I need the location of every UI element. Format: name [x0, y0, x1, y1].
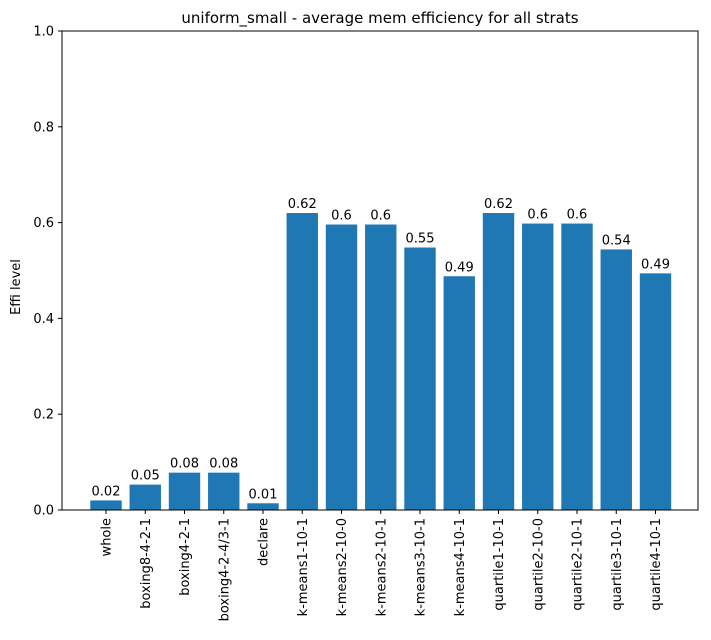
bar-8 — [404, 247, 436, 510]
bar-7 — [365, 224, 397, 510]
data-label-4: 0.01 — [249, 487, 278, 502]
x-tick-label-4: declare — [257, 518, 272, 566]
data-label-10: 0.62 — [484, 197, 513, 212]
x-tick-label-10: quartile1-10-1 — [492, 518, 507, 611]
x-tick-label-6: k-means2-10-0 — [335, 518, 350, 616]
x-tick-label-13: quartile3-10-1 — [610, 518, 625, 611]
bar-4 — [247, 503, 279, 510]
bar-13 — [600, 249, 632, 511]
data-label-7: 0.6 — [370, 209, 391, 224]
bar-12 — [561, 223, 593, 510]
data-label-8: 0.55 — [406, 232, 435, 247]
data-label-9: 0.49 — [445, 260, 474, 275]
bars-layer — [90, 213, 672, 511]
x-tick-label-8: k-means3-10-1 — [414, 518, 429, 616]
data-label-11: 0.6 — [527, 208, 548, 223]
x-tick-label-0: whole — [100, 518, 115, 556]
y-tick-label-3: 0.6 — [33, 216, 54, 231]
bar-3 — [208, 472, 240, 510]
y-tick-label-2: 0.4 — [33, 312, 54, 327]
y-tick-label-0: 0.0 — [33, 504, 54, 519]
bar-2 — [168, 472, 201, 510]
chart-title: uniform_small - average mem efficiency f… — [181, 9, 578, 28]
data-label-13: 0.54 — [602, 233, 631, 248]
y-tick-label-4: 0.8 — [33, 120, 54, 135]
bar-0 — [90, 500, 122, 510]
x-tick-label-1: boxing8-4-2-1 — [139, 518, 154, 609]
x-tick-label-7: k-means2-10-1 — [374, 518, 389, 616]
x-tick-label-14: quartile4-10-1 — [649, 518, 664, 611]
x-tick-label-11: quartile2-10-0 — [531, 518, 546, 611]
data-labels-layer: 0.02 0.05 0.08 0.08 0.01 0.62 0.6 0.6 0.55 0.49 0.… — [92, 197, 670, 502]
data-label-2: 0.08 — [170, 457, 199, 472]
y-tick-label-5: 1.0 — [33, 25, 54, 40]
y-tick-label-1: 0.2 — [33, 408, 54, 423]
data-label-14: 0.49 — [641, 257, 670, 272]
y-axis-ticks: 0.0 0.2 0.4 0.6 0.8 1.0 — [33, 25, 62, 519]
data-label-6: 0.6 — [331, 209, 352, 224]
bar-1 — [129, 484, 161, 510]
data-label-5: 0.62 — [288, 197, 317, 212]
plot-frame — [61, 30, 699, 511]
x-tick-label-3: boxing4-2-4/3-1 — [217, 518, 232, 621]
x-tick-label-9: k-means4-10-1 — [453, 518, 468, 616]
bar-9 — [443, 276, 475, 510]
x-tick-label-5: k-means1-10-1 — [296, 518, 311, 616]
bar-11 — [522, 223, 554, 510]
data-label-12: 0.6 — [567, 208, 588, 223]
x-axis-ticks: whole boxing8-4-2-1 boxing4-2-1 boxing4-2-4… — [100, 510, 664, 621]
x-tick-label-2: boxing4-2-1 — [178, 518, 193, 596]
bar-10 — [482, 213, 515, 510]
bar-5 — [286, 213, 318, 510]
data-label-1: 0.05 — [131, 469, 160, 484]
y-axis-label: Effi level — [9, 259, 24, 315]
x-tick-label-12: quartile2-10-1 — [571, 518, 586, 611]
data-label-0: 0.02 — [92, 484, 121, 499]
bar-6 — [325, 224, 358, 510]
data-label-3: 0.08 — [209, 457, 238, 472]
bar-14 — [639, 273, 672, 510]
